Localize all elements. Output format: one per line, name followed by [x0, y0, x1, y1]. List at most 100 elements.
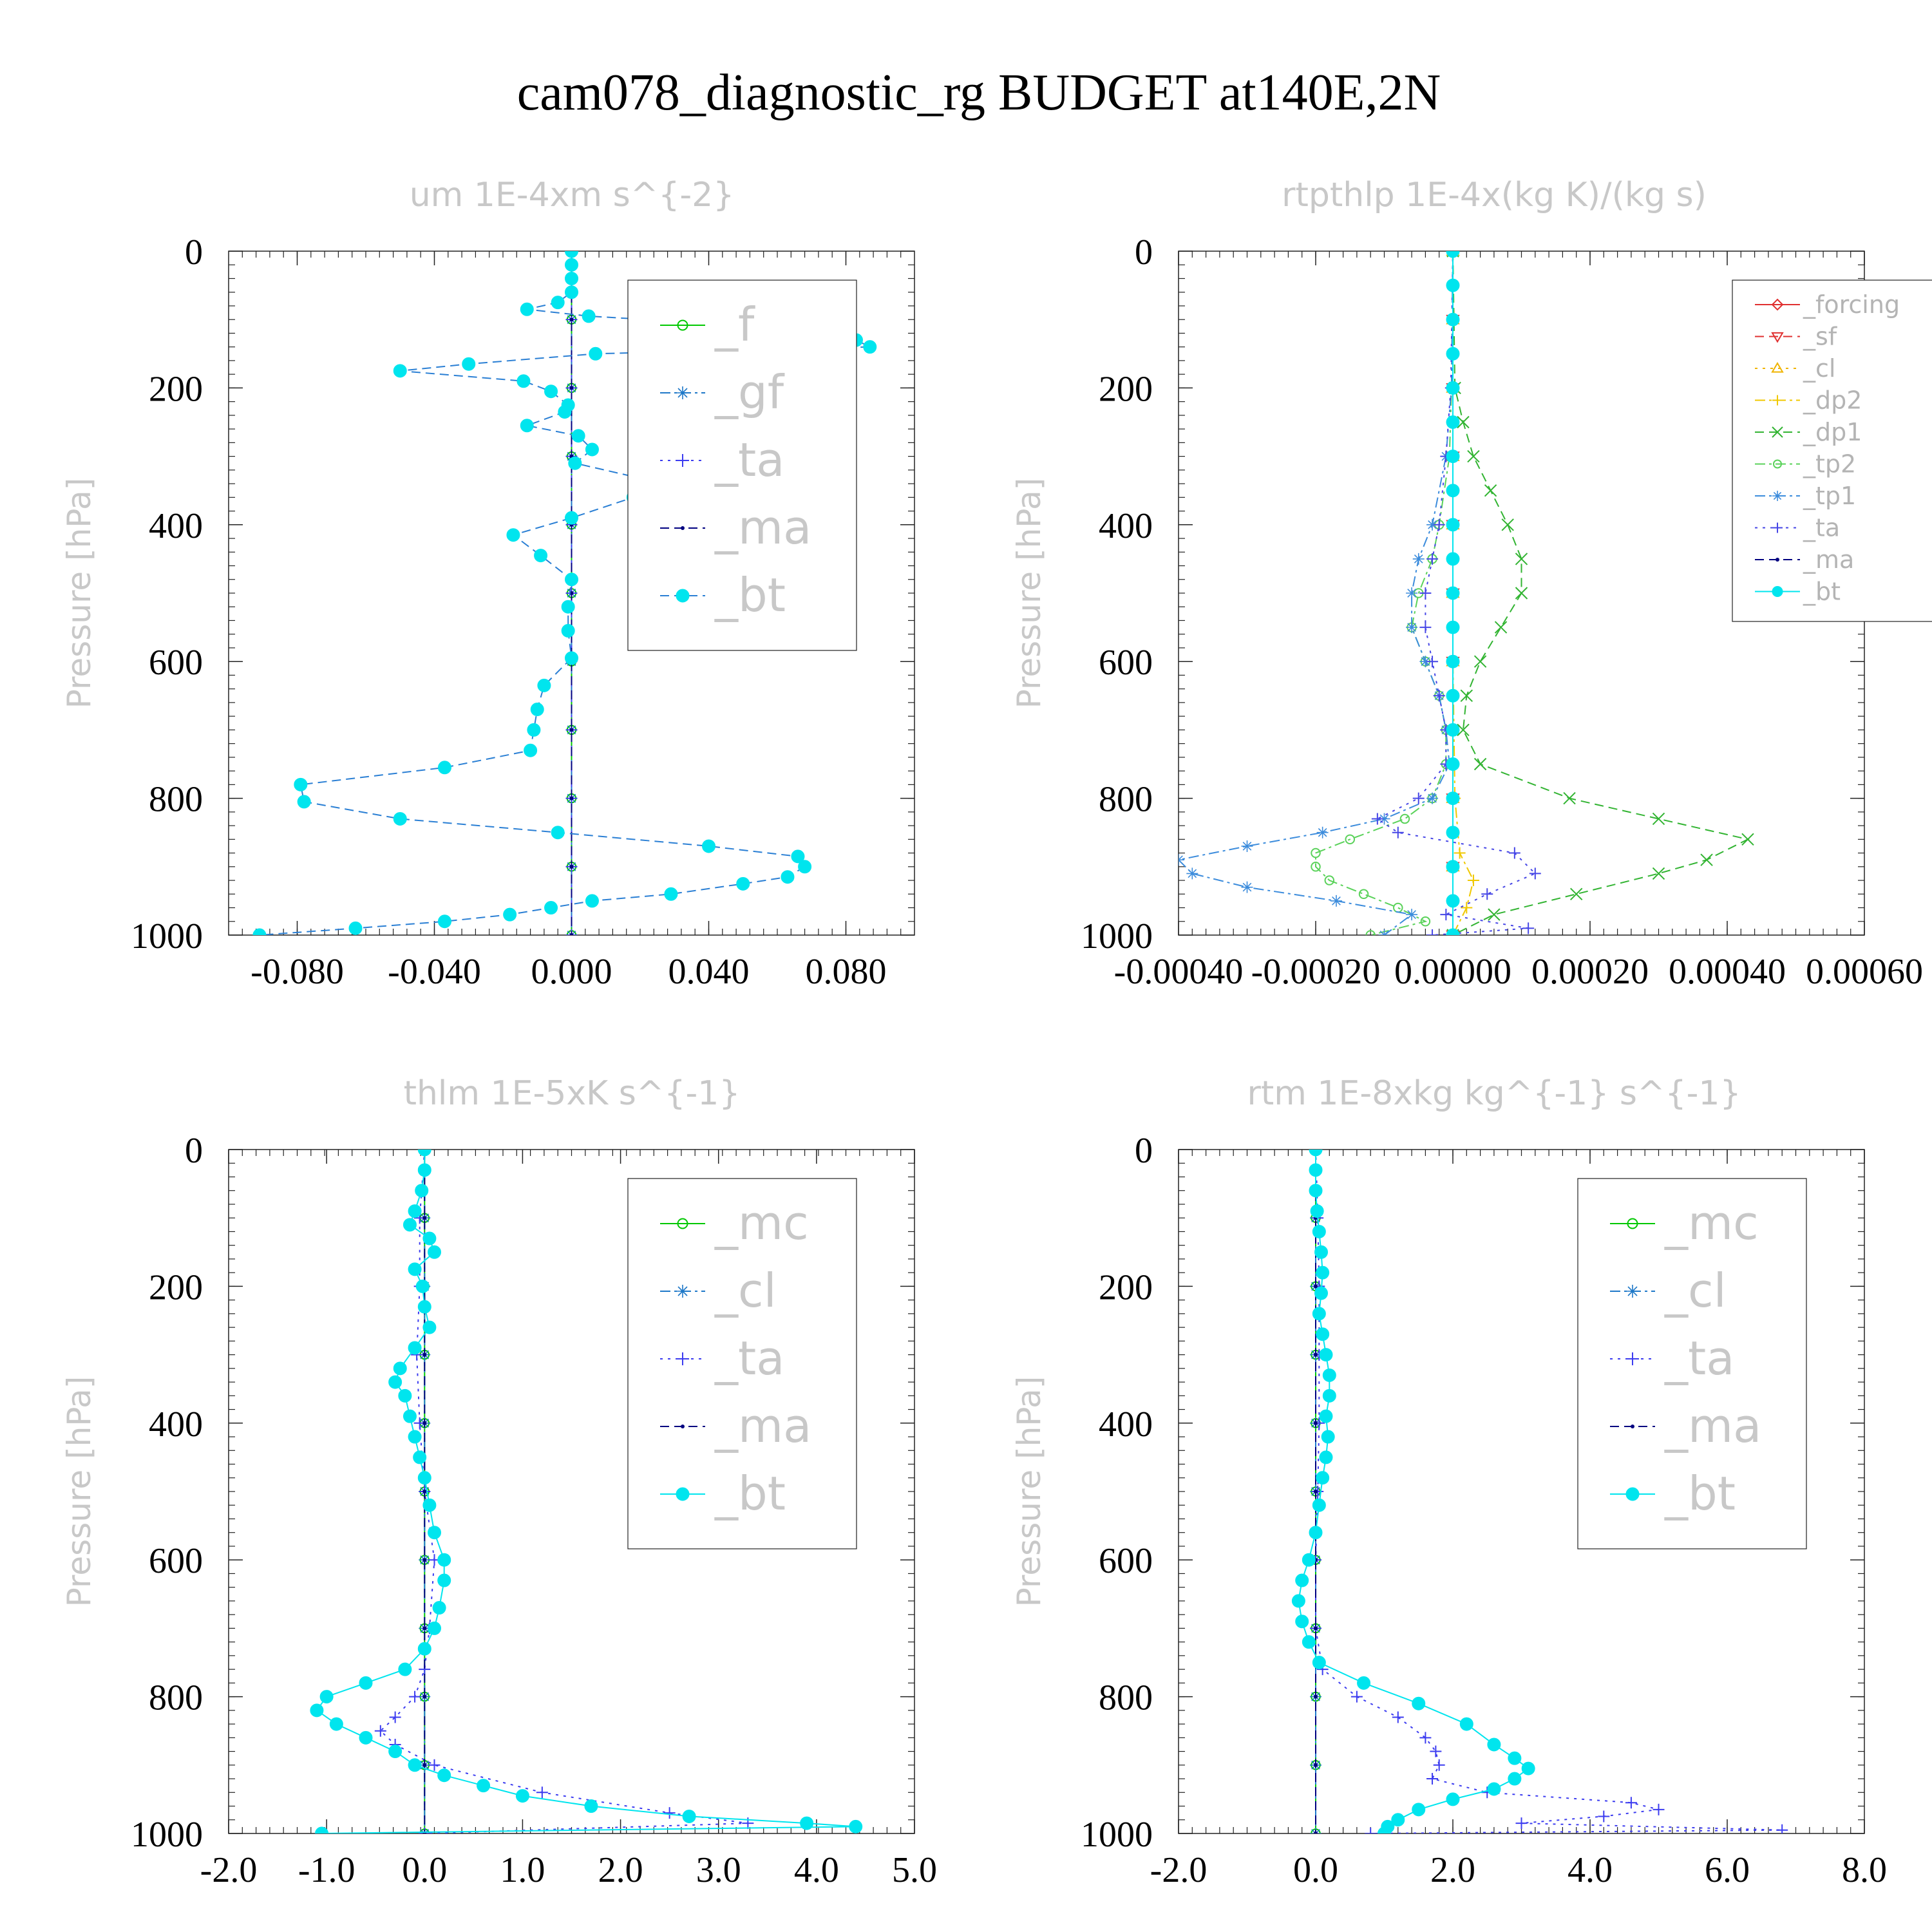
point-bt: [1378, 1826, 1391, 1833]
y-tick-label: 600: [1099, 643, 1153, 683]
x-tick-label: 0.040: [668, 952, 750, 992]
point-dp1: [1741, 833, 1754, 846]
point-bt: [1312, 1307, 1326, 1321]
legend-marker-ta: [1772, 522, 1783, 533]
point-bt: [1302, 1553, 1316, 1567]
x-tick-label: 0.00020: [1531, 952, 1649, 992]
point-ta: [1371, 813, 1383, 825]
point-dp1: [1515, 587, 1528, 600]
point-bt: [551, 826, 565, 840]
series-line-dp1: [1452, 251, 1750, 935]
point-bt: [584, 1799, 598, 1814]
point-bt: [1412, 1803, 1426, 1817]
point-bt: [388, 1745, 402, 1759]
y-tick-label: 1000: [131, 916, 203, 956]
point-bt: [798, 860, 812, 874]
y-axis-label: Pressure [hPa]: [61, 1376, 98, 1607]
point-bt: [1291, 1594, 1305, 1608]
point-dp1: [1457, 415, 1470, 429]
point-dp1: [1700, 853, 1713, 866]
point-tp1: [1426, 792, 1439, 804]
point-ta: [1392, 1711, 1404, 1723]
panel-3: thlm 1E-5xK s^{-1} Pressure [hPa] -2.0 -1.0…: [61, 1074, 937, 1890]
legend-marker-mc: [1627, 1218, 1638, 1229]
legend-entry-ma: _ma: [1803, 545, 1854, 574]
legend-entry-ma: _ma: [1664, 1399, 1761, 1453]
series-bt: [1446, 251, 1460, 935]
point-bt: [1459, 1717, 1473, 1731]
point-bt: [1446, 586, 1460, 600]
point-bt: [589, 346, 603, 361]
point-bt: [520, 419, 534, 433]
series-area: [310, 1150, 863, 1833]
legend-marker-ma: [681, 1425, 685, 1428]
point-bt: [415, 1184, 429, 1198]
x-tick-label: 0.0: [402, 1850, 447, 1890]
point-bt: [1412, 1696, 1426, 1710]
panel-2: rtpthlp 1E-4x(kg K)/(kg s) Pressure [hPa]…: [1010, 176, 1932, 992]
legend-entry-forcing: _forcing: [1803, 290, 1900, 319]
legend-entry-cl: _cl: [714, 1264, 777, 1318]
point-bt: [1322, 1388, 1336, 1403]
panel-title: um 1E-4xm s^{-2}: [410, 176, 735, 214]
y-tick-label: 800: [1099, 780, 1153, 820]
point-dp2: [1467, 875, 1479, 887]
series-line-ta: [1315, 1150, 1783, 1833]
point-bt: [1487, 1782, 1501, 1796]
point-bt: [1446, 654, 1460, 668]
point-bt: [1446, 860, 1460, 874]
point-bt: [1319, 1450, 1333, 1464]
point-tp1: [1330, 895, 1342, 907]
point-bt: [558, 405, 572, 419]
legend-box: [1577, 1178, 1807, 1549]
point-bt: [417, 1471, 431, 1485]
point-ma: [569, 864, 574, 869]
legend-marker-bt: [1625, 1487, 1640, 1501]
point-ta: [1529, 867, 1541, 880]
point-tp1: [1426, 518, 1439, 531]
point-bt: [585, 442, 599, 457]
legend-marker-gf: [676, 386, 689, 399]
y-tick-label: 0: [1135, 232, 1153, 272]
legend-entry-ta: _ta: [714, 433, 784, 487]
x-tick-label: 4.0: [794, 1850, 839, 1890]
legend-marker-ma: [681, 526, 685, 530]
point-bt: [1446, 791, 1460, 806]
panel-1: um 1E-4xm s^{-2} Pressure [hPa] -0.080 -0.0…: [61, 176, 915, 992]
point-bt: [1309, 1526, 1323, 1540]
point-ma: [1314, 1694, 1318, 1699]
point-ta: [1653, 1803, 1665, 1815]
point-bt: [1446, 928, 1460, 935]
point-bt: [1446, 381, 1460, 395]
legend-entry-mc: _mc: [714, 1196, 809, 1250]
point-bt: [1314, 1286, 1329, 1300]
point-bt: [571, 429, 585, 443]
point-bt: [408, 1341, 422, 1355]
point-dp1: [1569, 887, 1583, 900]
point-bt: [437, 761, 451, 775]
point-bt: [565, 258, 578, 272]
point-bt: [1446, 450, 1460, 464]
panels: um 1E-4xm s^{-2} Pressure [hPa] -0.080 -0.0…: [61, 176, 1932, 1890]
point-ma: [1314, 1490, 1318, 1493]
legend-entry-ta: _ta: [1803, 514, 1840, 542]
point-dp1: [1501, 518, 1514, 531]
point-bt: [582, 309, 596, 323]
legend-marker-f: [677, 319, 688, 331]
point-dp1: [1488, 908, 1501, 921]
legend-entry-ma: _ma: [714, 500, 811, 554]
point-tp1: [1406, 909, 1418, 921]
point-bt: [544, 901, 558, 915]
point-dp1: [1467, 450, 1480, 463]
point-tp2: [1345, 834, 1355, 845]
series-line-ta: [1376, 251, 1537, 935]
x-tick-label: -0.00040: [1114, 952, 1244, 992]
point-ta: [663, 1807, 676, 1819]
point-tp1: [1186, 867, 1198, 880]
x-tick-label: 0.00060: [1806, 952, 1923, 992]
point-dp1: [1457, 723, 1470, 737]
point-bt: [1314, 1245, 1329, 1259]
point-ma: [569, 386, 574, 390]
series-area: [1291, 1150, 1788, 1833]
series-bt: [1291, 1150, 1535, 1833]
